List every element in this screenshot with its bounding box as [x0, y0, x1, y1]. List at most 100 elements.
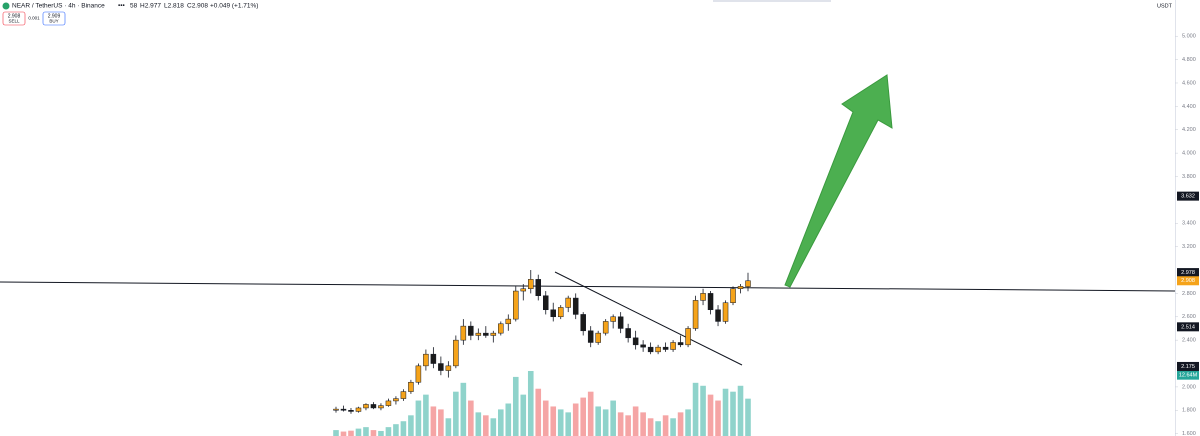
volume-bar: [685, 409, 691, 436]
candle-body: [707, 293, 714, 311]
volume-bar: [483, 415, 489, 436]
candle-body: [438, 363, 444, 371]
ohlc-change: +0.049 (+1.71%): [210, 3, 258, 10]
buy-button[interactable]: [42, 11, 66, 26]
sell-label: SELL: [8, 19, 20, 24]
volume-bar: [565, 412, 572, 436]
volume-bar: [542, 400, 549, 436]
volume-bar: [475, 412, 482, 436]
y-tick-label: 2.600: [1182, 314, 1196, 320]
symbol: NEAR / TetherUS · 4h · Binance: [12, 3, 105, 10]
candle-body: [535, 279, 542, 296]
candle-body: [550, 309, 556, 318]
volume-bar: [580, 397, 586, 436]
volume-bar: [385, 427, 392, 436]
volume-bar: [625, 415, 631, 436]
top-bar: [713, 0, 831, 2]
candle-body: [700, 293, 706, 301]
price-label-box: [1177, 322, 1199, 332]
candle-body: [333, 408, 339, 411]
candle-body: [692, 300, 699, 329]
candle-body: [498, 323, 504, 334]
candle-body: [520, 288, 527, 292]
volume-bar: [378, 430, 384, 436]
volume-bar: [572, 403, 579, 436]
symbol-icon: [2, 2, 10, 10]
dots: •••: [118, 3, 126, 10]
volume-bar: [557, 409, 564, 436]
volume-bar: [415, 400, 422, 436]
y-tick-label: 1.800: [1182, 408, 1196, 414]
volume-bar: [595, 406, 601, 436]
volume-bar: [408, 415, 414, 436]
candle-body: [602, 321, 609, 334]
candle-body: [445, 365, 452, 371]
currency[interactable]: USDT: [1157, 3, 1173, 9]
candle-body: [655, 346, 661, 353]
volume-bar: [423, 394, 429, 436]
candle-body: [490, 332, 497, 336]
price-label: 2.514: [1181, 324, 1195, 330]
candle-body: [670, 342, 676, 350]
candle-body: [625, 328, 631, 339]
volume-bar: [340, 431, 347, 436]
volume-bar: [460, 382, 467, 436]
volume-bar: [610, 400, 616, 436]
ohlc-open: 58: [130, 3, 138, 10]
ohlc-high: H2.977: [140, 3, 161, 10]
volume-bar: [550, 406, 557, 436]
candle-body: [685, 328, 691, 346]
volume-bar: [363, 427, 369, 436]
candle-body: [632, 337, 639, 346]
candle-body: [453, 339, 459, 367]
y-tick-label: 1.600: [1182, 431, 1196, 436]
candle-body: [640, 344, 646, 348]
volume-bar: [430, 406, 437, 436]
volume-bar: [700, 385, 706, 436]
plot: 5.000 4.800 4.600 4.400 4.200 4.000 3.800 3.400…: [333, 34, 1199, 436]
volume-bar: [632, 406, 639, 436]
y-tick-label: 3.400: [1182, 221, 1196, 227]
price-label: 2.908: [1181, 278, 1195, 284]
volume-bar: [453, 391, 459, 436]
candle-body: [340, 408, 347, 411]
y-tick-label: 4.000: [1182, 151, 1196, 157]
y-tick-label: 2.000: [1182, 384, 1196, 390]
volume-bar: [655, 421, 661, 436]
candle-body: [505, 318, 512, 325]
candle-body: [715, 309, 721, 322]
candle-body: [483, 332, 489, 336]
candle-body: [542, 295, 549, 311]
candle-body: [355, 407, 362, 412]
candle-body: [722, 302, 729, 322]
volume-label-box: [1177, 370, 1199, 380]
candle-body: [423, 353, 429, 367]
candle-body: [677, 342, 684, 346]
resistance-line: [0, 281, 1176, 292]
candle-body: [528, 279, 534, 289]
candle-body: [475, 332, 482, 336]
candle-body: [385, 400, 392, 406]
candle-body: [363, 404, 369, 409]
candle-body: [415, 365, 422, 383]
spread: 0.001: [28, 16, 40, 21]
volume-bar: [737, 385, 744, 436]
candle-body: [400, 391, 407, 399]
candle-body: [610, 316, 616, 322]
candle-body: [468, 325, 474, 336]
volume-bar: [707, 394, 714, 436]
y-tick-label: 3.200: [1182, 244, 1196, 250]
candle-body: [460, 325, 467, 341]
candle-body: [430, 353, 437, 364]
volume-bar: [745, 398, 751, 436]
sell-button[interactable]: [2, 11, 26, 26]
volume-bar: [445, 418, 452, 436]
volume-bar: [468, 400, 474, 436]
candle-body: [730, 288, 736, 303]
volume-bar: [512, 376, 519, 436]
volume-bar: [617, 412, 624, 436]
price-label-box: [1177, 276, 1199, 286]
volume-bar: [602, 409, 609, 436]
candle-body: [745, 280, 751, 287]
